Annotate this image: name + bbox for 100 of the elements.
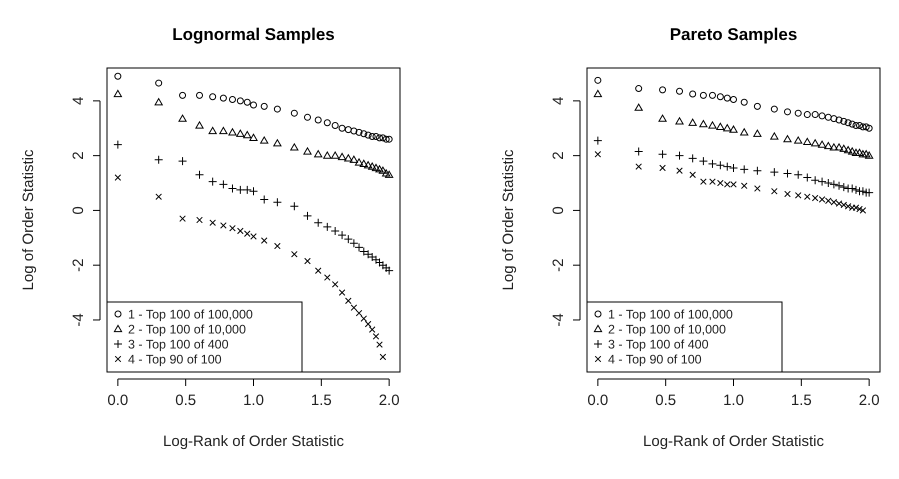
point — [802, 173, 812, 182]
point — [770, 106, 778, 113]
point — [368, 132, 376, 140]
point — [708, 159, 717, 168]
x-tick-label: 1.0 — [243, 392, 264, 409]
legend-label: 2 - Top 100 of 10,000 — [128, 322, 246, 336]
point — [196, 92, 204, 99]
point — [594, 90, 602, 98]
chart-title: Lognormal Samples — [172, 25, 335, 44]
point — [848, 147, 856, 155]
point — [740, 128, 748, 136]
x-axis-title: Log-Rank of Order Statistic — [643, 433, 824, 450]
point — [698, 156, 708, 166]
x-tick-label: 2.0 — [858, 392, 880, 409]
point — [818, 140, 826, 148]
point — [804, 111, 811, 118]
point — [811, 139, 820, 146]
point — [382, 263, 391, 272]
point — [676, 88, 684, 95]
point — [242, 185, 252, 194]
point — [208, 177, 218, 186]
point — [659, 164, 666, 172]
point — [818, 112, 826, 120]
point — [730, 96, 737, 103]
point — [344, 126, 352, 134]
point — [236, 97, 244, 104]
point — [179, 92, 186, 99]
point — [236, 130, 244, 137]
point — [338, 124, 346, 132]
point — [794, 192, 802, 199]
point — [740, 98, 748, 106]
point — [260, 194, 269, 204]
point — [810, 176, 820, 185]
y-axis-title: Log of Order Statistic — [20, 149, 37, 290]
point — [372, 333, 380, 340]
point — [689, 172, 696, 178]
point — [784, 190, 791, 198]
point — [228, 184, 237, 194]
point — [250, 101, 257, 108]
point — [866, 124, 873, 132]
point — [350, 127, 358, 134]
point — [824, 142, 832, 150]
point — [304, 258, 311, 264]
point — [675, 151, 684, 160]
point — [338, 152, 346, 160]
point — [229, 224, 236, 232]
point — [364, 132, 372, 139]
point — [243, 131, 252, 138]
point — [364, 161, 372, 168]
legend-label: 2 - Top 100 of 10,000 — [608, 322, 726, 336]
x-tick-label: 0.0 — [587, 392, 608, 409]
point — [836, 116, 843, 124]
point — [385, 170, 394, 178]
point — [290, 202, 299, 211]
y-tick-label: 2 — [70, 151, 87, 160]
y-axis-title: Log of Order Statistic — [500, 149, 517, 290]
point — [700, 92, 707, 99]
point — [848, 120, 856, 128]
point — [634, 104, 643, 111]
point — [356, 128, 363, 136]
point — [770, 132, 778, 140]
point — [376, 341, 383, 348]
y-tick-label: 0 — [550, 206, 567, 215]
point — [378, 166, 388, 174]
point — [794, 170, 803, 180]
point — [179, 215, 186, 222]
point — [635, 85, 642, 92]
point — [856, 122, 864, 130]
point — [689, 90, 696, 98]
y-tick-label: 2 — [550, 151, 567, 160]
point — [155, 193, 162, 200]
point — [722, 162, 732, 172]
point — [740, 164, 749, 174]
point — [812, 111, 819, 118]
point — [824, 178, 833, 188]
point — [754, 102, 761, 110]
point — [344, 154, 352, 162]
point — [729, 163, 738, 172]
x-tick-label: 1.0 — [723, 392, 744, 409]
point — [844, 146, 852, 154]
point — [380, 354, 386, 360]
point — [844, 119, 852, 126]
point — [382, 136, 390, 143]
point — [331, 152, 340, 159]
point — [228, 96, 236, 103]
point — [830, 115, 838, 122]
point — [716, 122, 724, 130]
point — [154, 98, 163, 106]
point — [752, 166, 762, 176]
point — [360, 130, 368, 138]
point — [782, 168, 792, 178]
point — [865, 152, 874, 159]
point — [794, 110, 802, 117]
point — [858, 186, 868, 196]
x-axis-title: Log-Rank of Order Statistic — [163, 433, 344, 450]
point — [338, 289, 346, 296]
point — [594, 76, 602, 84]
point — [368, 162, 376, 170]
point — [195, 121, 204, 129]
point — [332, 281, 338, 288]
